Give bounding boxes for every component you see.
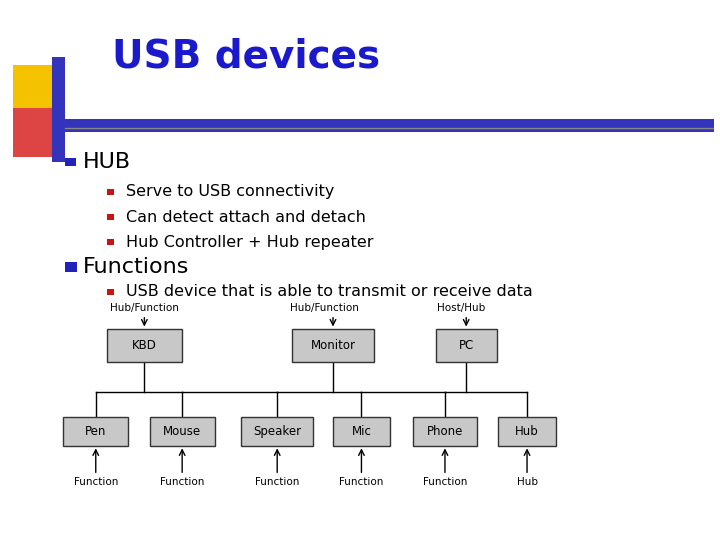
Text: USB device that is able to transmit or receive data: USB device that is able to transmit or r… bbox=[126, 284, 533, 299]
Text: Function: Function bbox=[160, 477, 204, 487]
Bar bbox=[107, 214, 114, 220]
Text: Serve to USB connectivity: Serve to USB connectivity bbox=[126, 184, 334, 199]
Text: Hub: Hub bbox=[516, 425, 539, 438]
Bar bbox=[63, 417, 128, 446]
Text: Mouse: Mouse bbox=[163, 425, 201, 438]
Text: Function: Function bbox=[73, 477, 118, 487]
Bar bbox=[498, 417, 556, 446]
Bar bbox=[241, 417, 313, 446]
Bar bbox=[413, 417, 477, 446]
Text: Hub/Function: Hub/Function bbox=[109, 303, 179, 313]
Bar bbox=[107, 239, 114, 245]
Text: Phone: Phone bbox=[427, 425, 463, 438]
Text: PC: PC bbox=[459, 339, 474, 352]
Bar bbox=[52, 119, 714, 132]
Bar bbox=[13, 65, 56, 113]
Bar bbox=[292, 329, 374, 362]
Text: Monitor: Monitor bbox=[310, 339, 356, 352]
Bar bbox=[65, 158, 76, 166]
Bar bbox=[65, 262, 77, 272]
Bar bbox=[107, 329, 182, 362]
Text: Hub/Function: Hub/Function bbox=[289, 303, 359, 313]
Bar bbox=[107, 288, 114, 295]
Text: Mic: Mic bbox=[351, 425, 372, 438]
Text: Hub: Hub bbox=[516, 477, 538, 487]
Text: Speaker: Speaker bbox=[253, 425, 301, 438]
Bar bbox=[436, 329, 497, 362]
Text: Host/Hub: Host/Hub bbox=[436, 303, 485, 313]
Text: USB devices: USB devices bbox=[112, 38, 379, 76]
Text: Function: Function bbox=[255, 477, 300, 487]
Bar bbox=[333, 417, 390, 446]
Text: KBD: KBD bbox=[132, 339, 157, 352]
Text: Hub Controller + Hub repeater: Hub Controller + Hub repeater bbox=[126, 235, 374, 250]
Text: HUB: HUB bbox=[83, 152, 131, 172]
Bar bbox=[150, 417, 215, 446]
Text: Function: Function bbox=[423, 477, 467, 487]
Bar bbox=[13, 108, 56, 157]
Bar bbox=[52, 57, 65, 162]
Text: Pen: Pen bbox=[85, 425, 107, 438]
Text: Functions: Functions bbox=[83, 257, 189, 278]
Bar bbox=[107, 188, 114, 194]
Text: Function: Function bbox=[339, 477, 384, 487]
Text: Can detect attach and detach: Can detect attach and detach bbox=[126, 210, 366, 225]
